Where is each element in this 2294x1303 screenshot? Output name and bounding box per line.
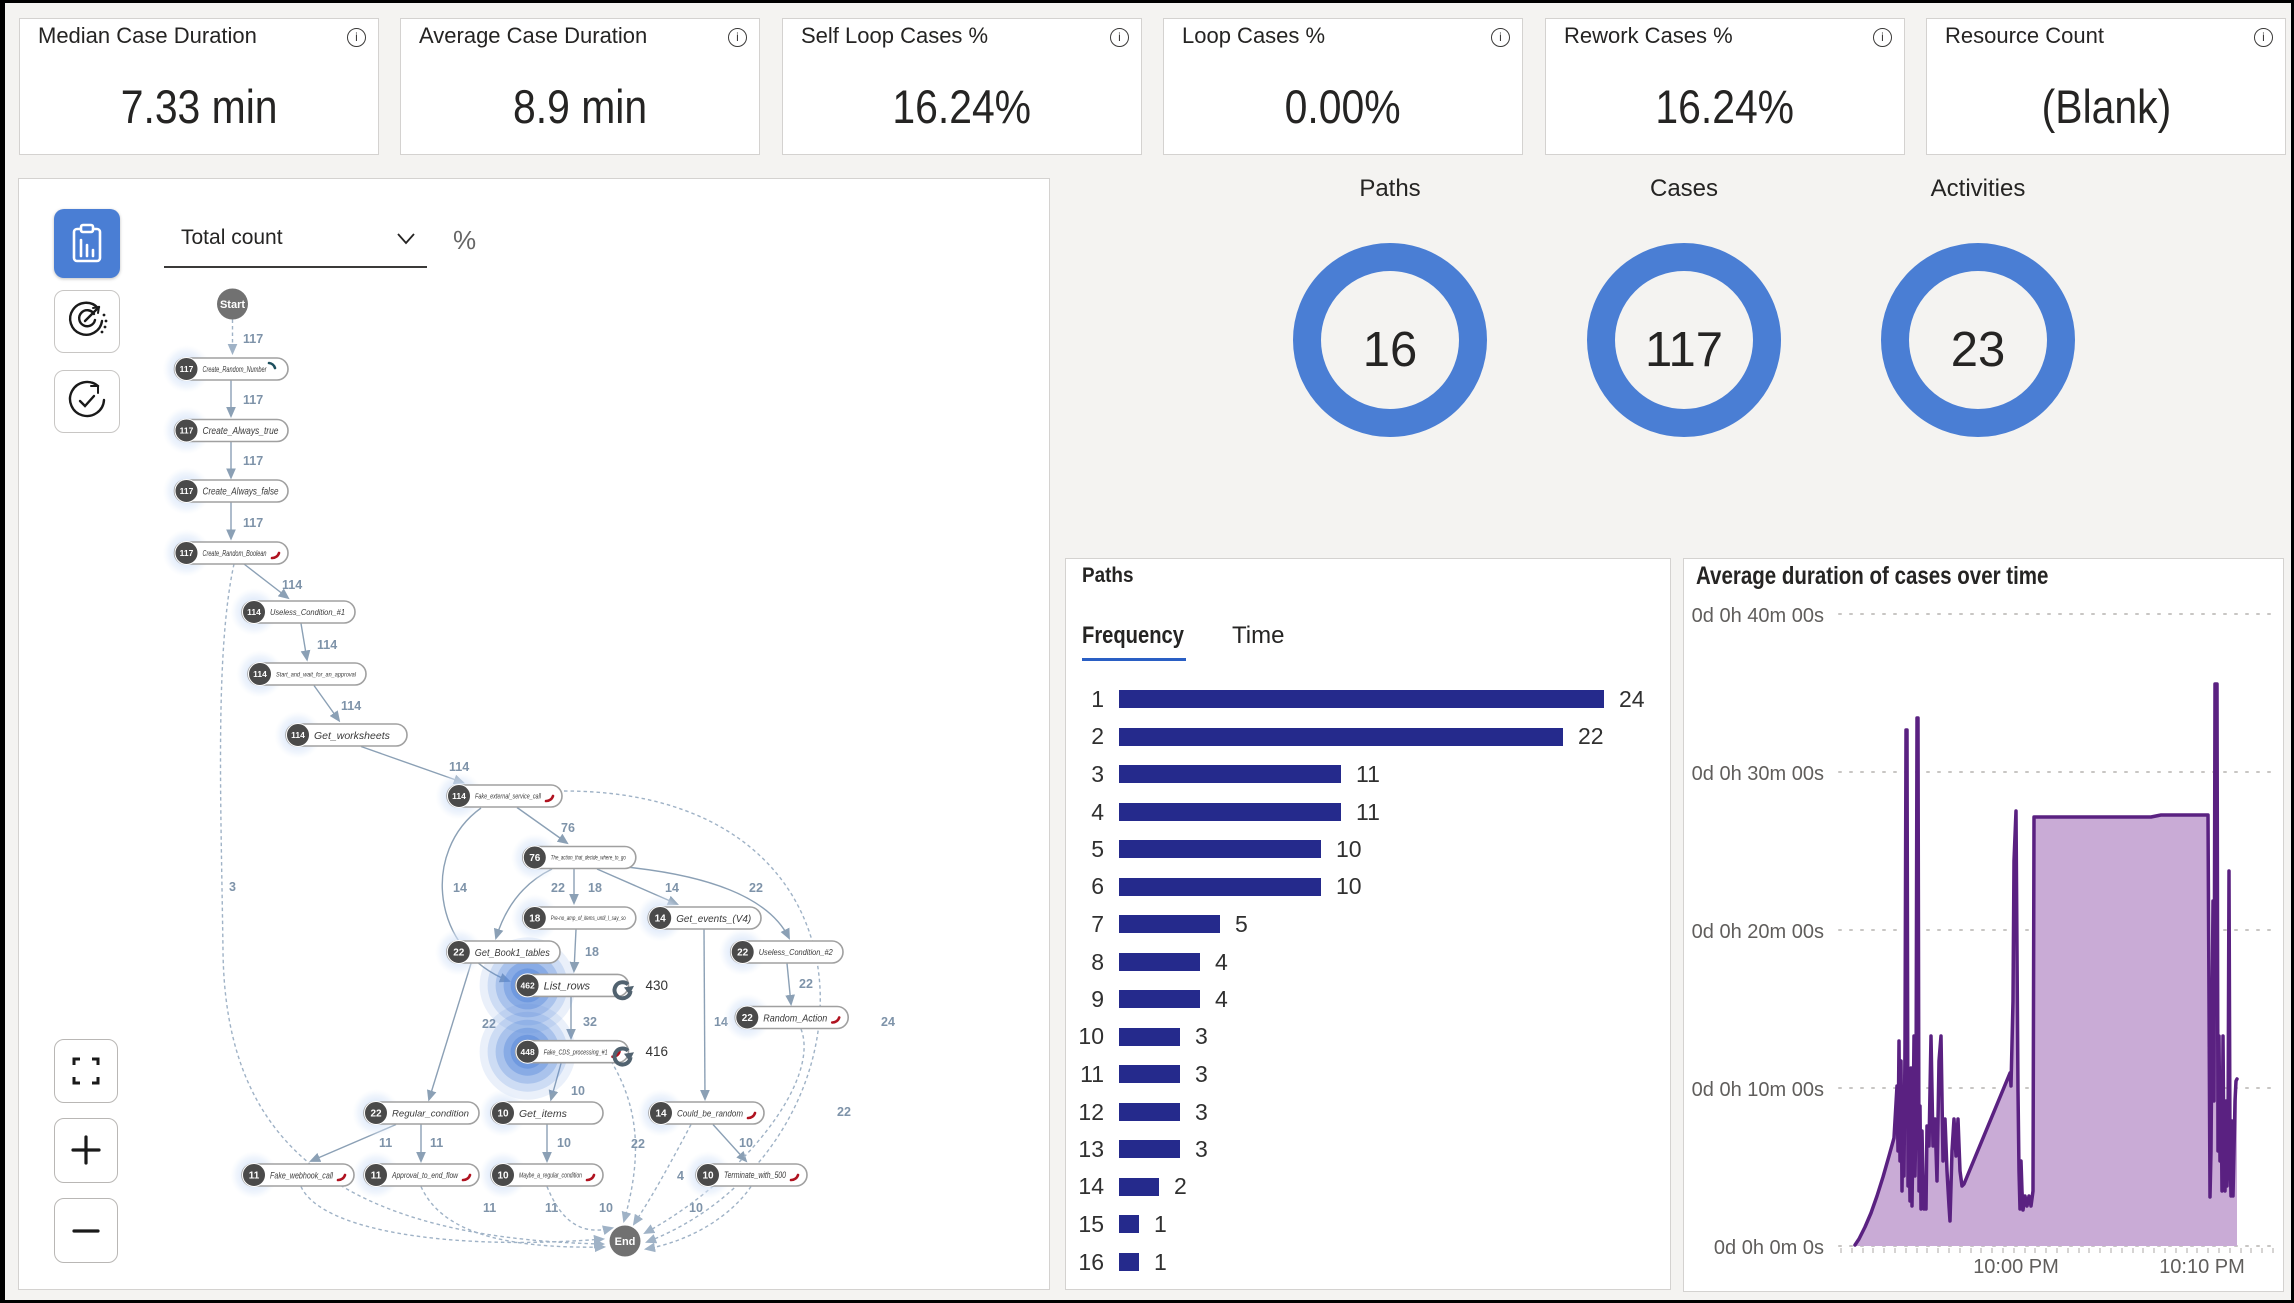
- svg-text:Create_Always_false: Create_Always_false: [203, 487, 279, 498]
- svg-text:14: 14: [655, 1109, 667, 1120]
- svg-text:416: 416: [646, 1044, 669, 1059]
- svg-text:10: 10: [739, 1136, 753, 1150]
- svg-text:The_action_that_decide_where_t: The_action_that_decide_where_to_go: [551, 856, 626, 862]
- svg-text:114: 114: [282, 578, 302, 592]
- svg-text:Start: Start: [220, 299, 245, 311]
- svg-text:10: 10: [557, 1136, 571, 1150]
- svg-text:22: 22: [551, 881, 565, 895]
- svg-text:114: 114: [247, 607, 261, 617]
- svg-text:117: 117: [180, 486, 194, 496]
- svg-text:10:10 PM: 10:10 PM: [2159, 1256, 2245, 1278]
- svg-text:Terminate_with_500: Terminate_with_500: [724, 1170, 786, 1180]
- svg-text:22: 22: [837, 1105, 851, 1119]
- svg-text:0d 0h 10m 00s: 0d 0h 10m 00s: [1692, 1079, 1824, 1101]
- svg-text:117: 117: [243, 454, 263, 468]
- svg-text:Get_events_(V4): Get_events_(V4): [676, 913, 751, 925]
- svg-text:114: 114: [449, 760, 469, 774]
- svg-text:Fake_external_service_call: Fake_external_service_call: [475, 792, 541, 801]
- svg-text:Fake_webhook_call: Fake_webhook_call: [270, 1170, 334, 1181]
- svg-text:10: 10: [571, 1084, 585, 1098]
- svg-text:11: 11: [545, 1201, 558, 1215]
- svg-text:10:00 PM: 10:00 PM: [1973, 1256, 2059, 1278]
- svg-text:22: 22: [453, 948, 465, 959]
- svg-text:76: 76: [529, 853, 541, 864]
- svg-text:114: 114: [317, 638, 337, 652]
- svg-text:430: 430: [646, 978, 669, 993]
- svg-text:32: 32: [583, 1015, 597, 1029]
- svg-text:22: 22: [482, 1017, 496, 1031]
- svg-text:117: 117: [180, 426, 194, 436]
- svg-text:76: 76: [561, 821, 575, 835]
- svg-text:22: 22: [799, 977, 813, 991]
- svg-text:11: 11: [249, 1171, 260, 1182]
- svg-text:11: 11: [371, 1171, 382, 1182]
- svg-text:114: 114: [253, 669, 267, 679]
- svg-text:114: 114: [291, 730, 305, 740]
- svg-text:10: 10: [702, 1171, 714, 1182]
- svg-text:22: 22: [631, 1137, 645, 1151]
- svg-text:Create_Random_Boolean: Create_Random_Boolean: [203, 549, 267, 558]
- svg-text:Maybe_a_regular_condition: Maybe_a_regular_condition: [519, 1173, 582, 1180]
- svg-text:Regular_condition: Regular_condition: [392, 1108, 469, 1119]
- svg-text:22: 22: [742, 1013, 754, 1024]
- svg-text:448: 448: [521, 1047, 535, 1057]
- svg-text:10: 10: [599, 1201, 613, 1215]
- svg-text:3: 3: [229, 880, 236, 894]
- svg-text:Could_be_random: Could_be_random: [677, 1108, 743, 1119]
- svg-text:117: 117: [243, 393, 263, 407]
- svg-text:22: 22: [737, 948, 749, 959]
- svg-text:10: 10: [497, 1109, 509, 1120]
- svg-text:24: 24: [881, 1015, 895, 1029]
- svg-text:0d 0h 30m 00s: 0d 0h 30m 00s: [1692, 763, 1824, 785]
- svg-text:18: 18: [588, 881, 602, 895]
- svg-text:117: 117: [243, 516, 263, 530]
- svg-text:Useless_Condition_#1: Useless_Condition_#1: [270, 607, 345, 617]
- svg-text:117: 117: [180, 548, 194, 558]
- svg-text:14: 14: [665, 881, 679, 895]
- svg-text:0d 0h 40m 00s: 0d 0h 40m 00s: [1692, 605, 1824, 627]
- svg-text:114: 114: [452, 791, 466, 801]
- svg-text:Create_Random_Number: Create_Random_Number: [203, 364, 268, 374]
- svg-text:10: 10: [497, 1171, 509, 1182]
- svg-text:18: 18: [585, 945, 599, 959]
- svg-text:Approval_to_end_flow: Approval_to_end_flow: [391, 1170, 458, 1180]
- svg-text:Useless_Condition_#2: Useless_Condition_#2: [759, 947, 833, 957]
- svg-text:List_rows: List_rows: [544, 980, 591, 992]
- svg-text:117: 117: [243, 332, 263, 346]
- svg-text:462: 462: [521, 981, 535, 991]
- svg-text:Get_Book1_tables: Get_Book1_tables: [475, 947, 551, 959]
- svg-text:End: End: [615, 1236, 636, 1248]
- svg-text:14: 14: [453, 881, 467, 895]
- svg-text:18: 18: [529, 914, 541, 925]
- svg-text:Get_items: Get_items: [519, 1108, 568, 1120]
- svg-text:Get_worksheets: Get_worksheets: [314, 730, 391, 742]
- svg-text:Random_Action: Random_Action: [763, 1012, 827, 1024]
- svg-text:22: 22: [749, 881, 763, 895]
- svg-text:Pre-no_amp_of_items_until_I_sa: Pre-no_amp_of_items_until_I_say_so: [551, 916, 626, 922]
- svg-text:Create_Always_true: Create_Always_true: [203, 426, 279, 437]
- svg-text:0d 0h 20m 00s: 0d 0h 20m 00s: [1692, 921, 1824, 943]
- svg-text:Fake_CDS_processing_#1: Fake_CDS_processing_#1: [544, 1047, 608, 1056]
- svg-text:10: 10: [689, 1201, 703, 1215]
- svg-text:11: 11: [379, 1136, 392, 1150]
- svg-text:114: 114: [341, 699, 361, 713]
- svg-text:11: 11: [483, 1201, 496, 1215]
- svg-text:4: 4: [677, 1169, 684, 1183]
- svg-text:14: 14: [655, 914, 667, 925]
- svg-text:Start_and_wait_for_an_approval: Start_and_wait_for_an_approval: [276, 671, 356, 678]
- svg-text:117: 117: [180, 364, 194, 374]
- svg-text:22: 22: [370, 1109, 382, 1120]
- svg-text:11: 11: [430, 1136, 443, 1150]
- svg-text:0d 0h 0m 0s: 0d 0h 0m 0s: [1714, 1237, 1824, 1259]
